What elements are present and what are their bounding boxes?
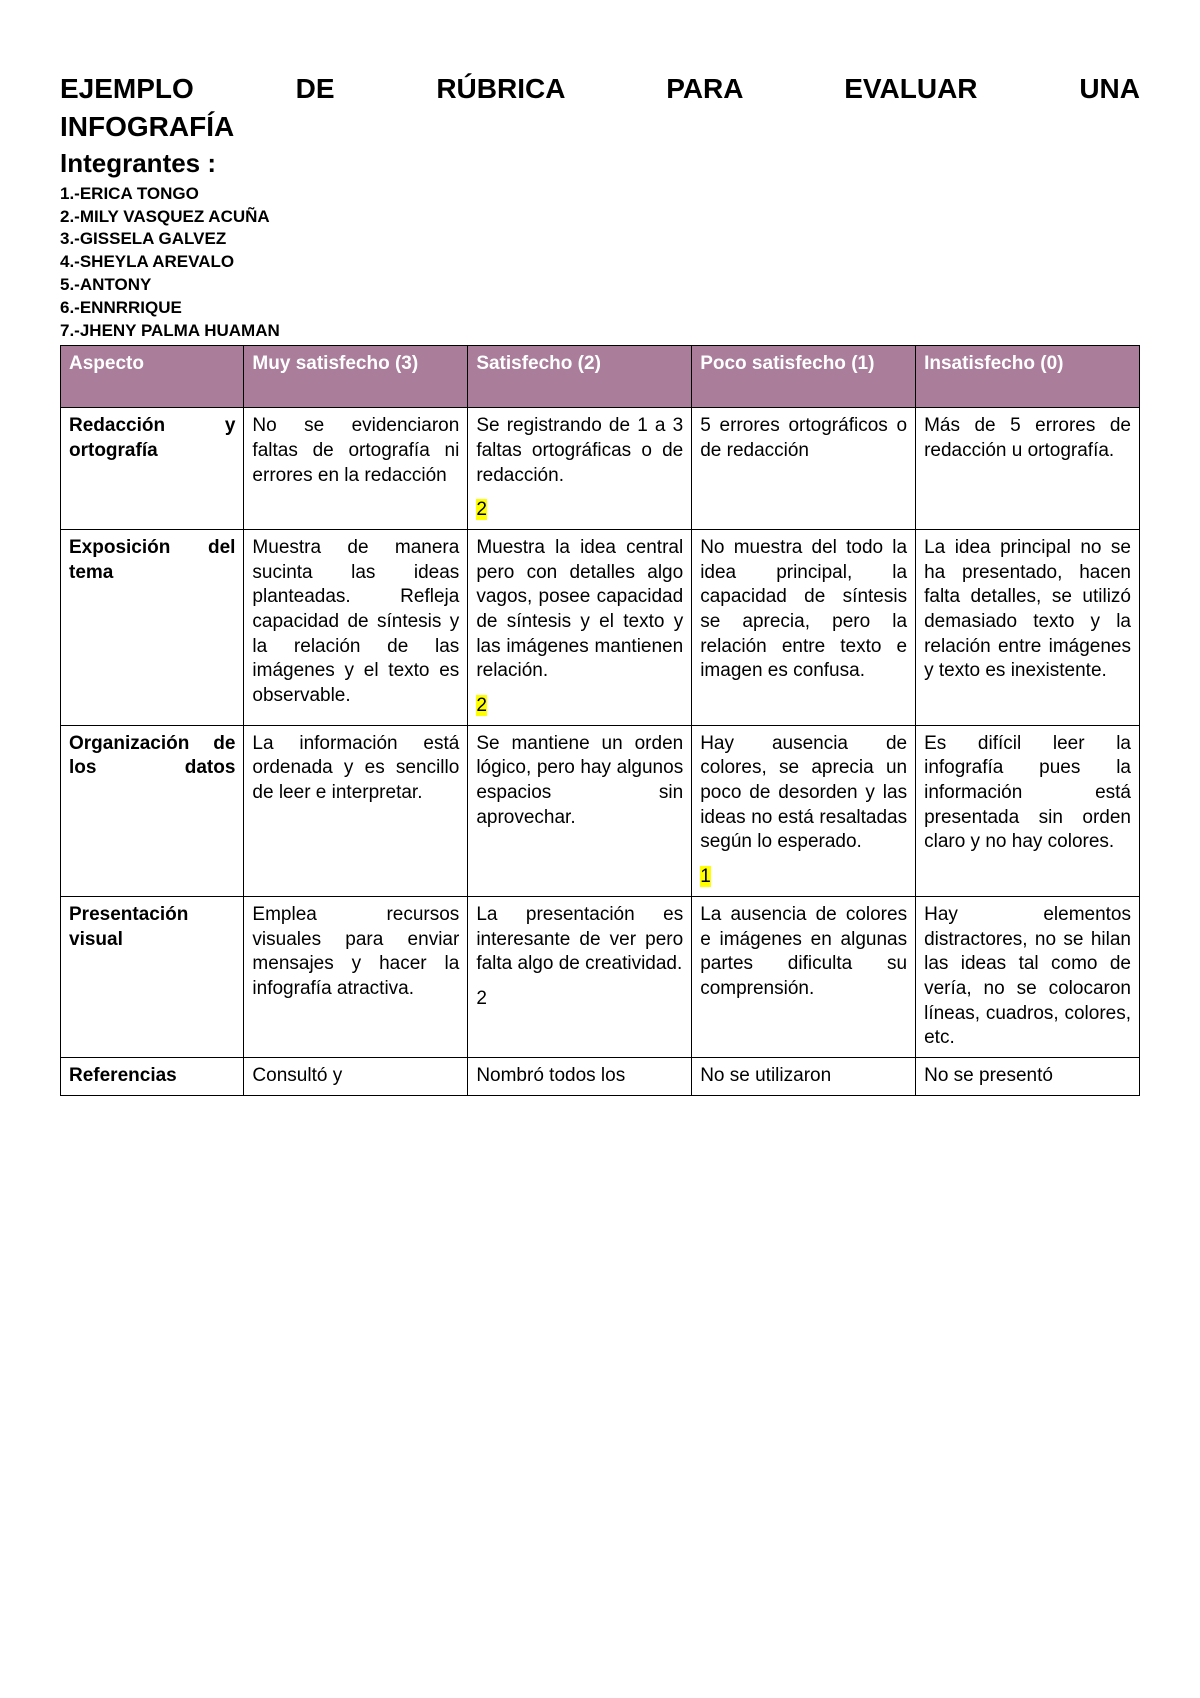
rubric-cell: La ausencia de colores e imágenes en alg… [692, 896, 916, 1057]
member-item: 5.-ANTONY [60, 274, 1140, 297]
header-satisfecho: Satisfecho (2) [468, 346, 692, 408]
member-item: 2.-MILY VASQUEZ ACUÑA [60, 206, 1140, 229]
rubric-cell: 5 errores ortográficos o de redacción [692, 408, 916, 530]
rubric-cell: Nombró todos los [468, 1057, 692, 1095]
header-insatisfecho: Insatisfecho (0) [916, 346, 1140, 408]
rubric-cell-text: 5 errores ortográficos o de redacción [700, 415, 907, 461]
table-row: Exposición del temaMuestra de manera suc… [61, 529, 1140, 725]
rubric-cell-text: Hay ausencia de colores, se aprecia un p… [700, 733, 907, 853]
rubric-cell-text: La idea principal no se ha presentado, h… [924, 537, 1131, 681]
rubric-cell-text: No se evidenciaron faltas de ortografía … [252, 415, 459, 485]
rubric-cell: No se evidenciaron faltas de ortografía … [244, 408, 468, 530]
rubric-cell-text: La presentación es interesante de ver pe… [476, 904, 683, 974]
rubric-cell-text: Más de 5 errores de redacción u ortograf… [924, 415, 1131, 461]
rubric-cell: Emplea recursos visuales para enviar men… [244, 896, 468, 1057]
rubric-cell-text: La ausencia de colores e imágenes en alg… [700, 904, 907, 999]
member-item: 4.-SHEYLA AREVALO [60, 251, 1140, 274]
rubric-cell-text: Se registrando de 1 a 3 faltas ortográfi… [476, 415, 683, 485]
rubric-cell-text: La información está ordenada y es sencil… [252, 733, 459, 803]
header-poco-satisfecho: Poco satisfecho (1) [692, 346, 916, 408]
rubric-cell-text: No muestra del todo la idea principal, l… [700, 537, 907, 681]
rubric-cell: Muestra la idea central pero con detalle… [468, 529, 692, 725]
header-aspecto: Aspecto [61, 346, 244, 408]
rubric-cell: Es difícil leer la infografía pues la in… [916, 725, 1140, 896]
table-row: Redacción y ortografíaNo se evidenciaron… [61, 408, 1140, 530]
table-header-row: Aspecto Muy satisfecho (3) Satisfecho (2… [61, 346, 1140, 408]
rubric-score: 2 [476, 694, 683, 719]
rubric-cell-text: Es difícil leer la infografía pues la in… [924, 733, 1131, 853]
rubric-cell: No se presentó [916, 1057, 1140, 1095]
rubric-cell: Se registrando de 1 a 3 faltas ortográfi… [468, 408, 692, 530]
rubric-cell: No muestra del todo la idea principal, l… [692, 529, 916, 725]
rubric-cell-text: No se presentó [924, 1065, 1053, 1086]
rubric-cell-text: Emplea recursos visuales para enviar men… [252, 904, 459, 999]
rubric-cell-text: Se mantiene un orden lógico, pero hay al… [476, 733, 683, 828]
rubric-table: Aspecto Muy satisfecho (3) Satisfecho (2… [60, 345, 1140, 1096]
aspect-cell: Referencias [61, 1057, 244, 1095]
rubric-cell-text: Hay elementos distractores, no se hilan … [924, 904, 1131, 1048]
rubric-cell: No se utilizaron [692, 1057, 916, 1095]
aspect-cell: Presentación visual [61, 896, 244, 1057]
header-muy-satisfecho: Muy satisfecho (3) [244, 346, 468, 408]
member-item: 7.-JHENY PALMA HUAMAN [60, 320, 1140, 343]
rubric-cell-text: No se utilizaron [700, 1065, 831, 1086]
rubric-cell: Hay elementos distractores, no se hilan … [916, 896, 1140, 1057]
aspect-cell: Exposición del tema [61, 529, 244, 725]
table-row: Organización de los datosLa información … [61, 725, 1140, 896]
rubric-score: 1 [700, 865, 907, 890]
rubric-cell: Más de 5 errores de redacción u ortograf… [916, 408, 1140, 530]
member-item: 3.-GISSELA GALVEZ [60, 228, 1140, 251]
member-item: 6.-ENNRRIQUE [60, 297, 1140, 320]
rubric-cell: La idea principal no se ha presentado, h… [916, 529, 1140, 725]
rubric-cell: La información está ordenada y es sencil… [244, 725, 468, 896]
table-row: Referencias Consultó y Nombró todos los No … [61, 1057, 1140, 1095]
table-row: Presentación visualEmplea recursos visua… [61, 896, 1140, 1057]
document-title-line1: EJEMPLO DE RÚBRICA PARA EVALUAR UNA [60, 70, 1140, 108]
rubric-score: 2 [476, 987, 683, 1012]
aspect-cell: Redacción y ortografía [61, 408, 244, 530]
integrantes-label: Integrantes : [60, 148, 1140, 179]
rubric-score: 2 [476, 498, 683, 523]
rubric-cell-text: Nombró todos los [476, 1065, 625, 1086]
rubric-cell: Hay ausencia de colores, se aprecia un p… [692, 725, 916, 896]
rubric-cell: Muestra de manera sucinta las ideas plan… [244, 529, 468, 725]
rubric-cell: Consultó y [244, 1057, 468, 1095]
rubric-cell-text: Muestra de manera sucinta las ideas plan… [252, 537, 459, 706]
rubric-cell-text: Consultó y [252, 1065, 342, 1086]
rubric-cell: La presentación es interesante de ver pe… [468, 896, 692, 1057]
members-list: 1.-ERICA TONGO2.-MILY VASQUEZ ACUÑA3.-GI… [60, 183, 1140, 344]
rubric-cell: Se mantiene un orden lógico, pero hay al… [468, 725, 692, 896]
document-title-line2: INFOGRAFÍA [60, 108, 1140, 146]
aspect-cell: Organización de los datos [61, 725, 244, 896]
member-item: 1.-ERICA TONGO [60, 183, 1140, 206]
rubric-cell-text: Muestra la idea central pero con detalle… [476, 537, 683, 681]
